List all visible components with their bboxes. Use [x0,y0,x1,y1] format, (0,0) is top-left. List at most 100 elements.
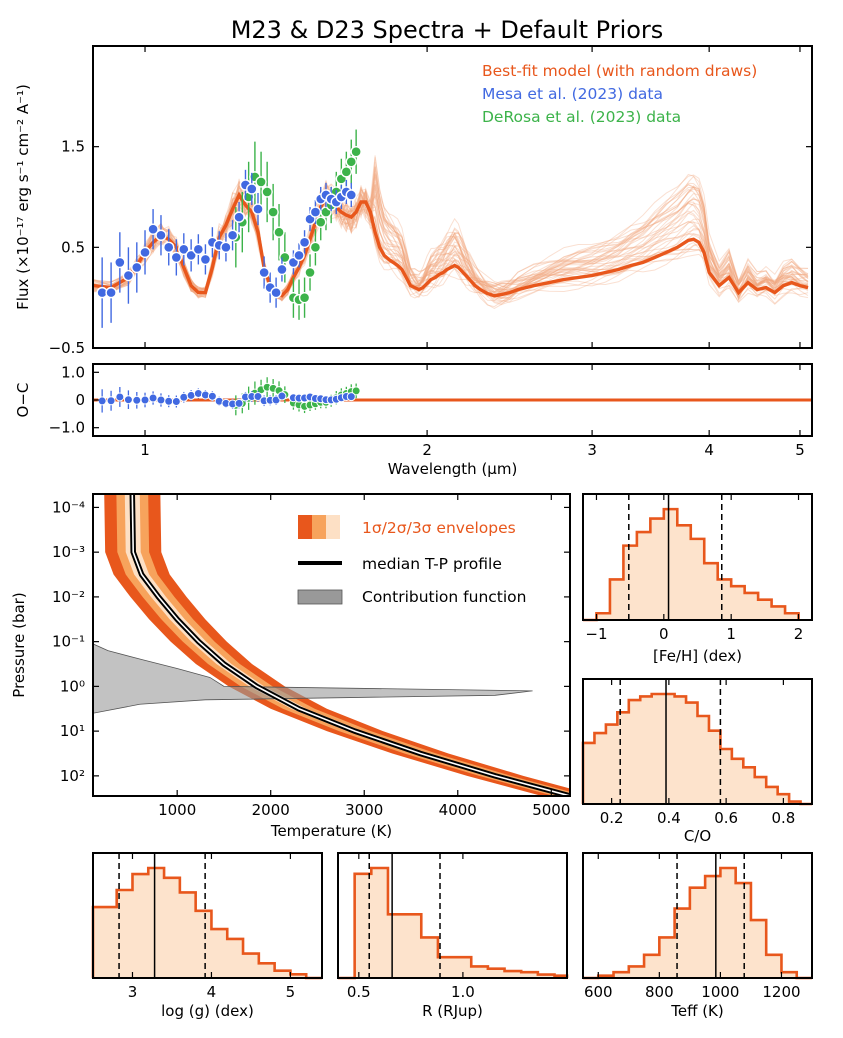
mesa-data-point [131,261,143,274]
legend-entry: Contribution function [362,588,526,606]
x-tick-label: 0.5 [347,983,371,1001]
x-tick-label: 0 [659,625,669,643]
mesa-residual-point [207,391,217,401]
x-tick-label: 0.6 [714,809,738,827]
y-tick-label: 10¹ [60,722,85,740]
x-tick-label: 1 [140,441,150,459]
histogram-outline [581,692,812,806]
legend-entry: Best-fit model (with random draws) [482,62,757,80]
mesa-data-point [258,266,270,279]
hist_logg-axes-frame [92,852,323,979]
y-tick-label: 10⁻³ [52,543,85,561]
residuals-panel: −1.0 0 1.0 1 2 3 4 5 O−C Wavelength (μm) [14,363,813,478]
spectrum-plot-area [93,129,809,328]
mesa-residual-point [123,395,133,405]
y-tick-label: 10⁻¹ [52,633,85,651]
y-tick-label: −0.5 [49,339,85,357]
derosa-data-point [345,156,357,168]
y-tick-label: 10⁻² [52,588,85,606]
mesa-residual-point [140,395,150,405]
derosa-data-point [304,266,316,279]
mesa-data-point [276,263,288,276]
x-axis-label: C/O [684,827,711,845]
x-axis-label: [Fe/H] (dex) [653,647,742,665]
x-tick-label: 2 [422,441,432,459]
legend-entry: 1σ/2σ/3σ envelopes [362,519,516,537]
random-draw-line [93,182,809,298]
derosa-data-point [261,186,273,198]
x-tick-label: 1200 [762,983,800,1001]
mesa-residual-point [164,396,174,406]
mesa-residual-point [179,392,189,402]
mesa-data-point [170,251,183,264]
y-tick-label: 0.5 [61,238,85,256]
histogram-fill [583,868,812,978]
radius-histogram-panel: 0.5 1.0R (RJup) [337,852,569,1020]
random-draw-line [93,189,809,300]
mesa-residual-point [171,397,181,407]
x-tick-label: 800 [645,983,674,1001]
mesa-data-point [192,243,205,256]
mesa-data-point [114,256,126,269]
mesa-residual-point [115,392,125,402]
derosa-data-point [309,241,322,254]
legend-contribution-swatch [297,589,343,605]
random-draw-line [93,178,809,296]
random-draw-line [93,165,809,302]
figure-title: M23 & D23 Spectra + Default Priors [231,16,664,44]
feh-histogram-panel: −1 0 1 2 [Fe/H] (dex) [582,493,813,665]
legend-entry: Mesa et al. (2023) data [482,85,663,103]
derosa-residual-point [351,386,361,396]
logg-histogram-panel: 3 4 5 log (g) (dex) [91,852,323,1020]
y-tick-label: 10⁰ [60,677,85,695]
histogram-outline [583,507,800,622]
x-tick-label: 4000 [439,801,477,819]
y-tick-label: 1.5 [61,138,85,156]
derosa-data-point [298,291,311,304]
x-tick-label: 3000 [345,801,383,819]
legend-entry: DeRosa et al. (2023) data [482,108,681,126]
y-tick-label: −1.0 [49,419,85,437]
derosa-data-point [267,206,279,218]
hist_teff-axes-frame [582,852,813,979]
x-tick-label: 600 [584,983,613,1001]
mesa-data-point [178,243,190,256]
legend-swatch-3sigma [326,515,340,539]
x-axis-label: R (RJup) [422,1002,483,1020]
contribution-function-area [93,643,533,714]
x-tick-label: 5000 [532,801,570,819]
mesa-residual-point [277,391,287,401]
mesa-data-point [226,229,239,241]
mesa-data-point [147,223,159,235]
x-tick-label: 3 [587,441,597,459]
x-tick-label: 1000 [701,983,739,1001]
x-axis-label: Wavelength (μm) [388,460,518,478]
histogram-outline [583,866,812,980]
mesa-data-point [139,246,151,259]
spectrum-axes-frame [92,45,813,349]
y-axis-label: Flux (×10⁻¹⁷ erg s⁻¹ cm⁻² A⁻¹) [14,84,32,310]
random-draw-line [93,192,809,298]
mesa-data-point [270,286,282,299]
envelope-3sigma [104,494,570,796]
histogram-outline [338,866,569,980]
mesa-residual-point [234,398,244,408]
hist_co-axes-frame [582,678,813,805]
x-tick-label: 1.0 [451,983,475,1001]
mesa-data-point [345,189,357,201]
histogram-fill [338,868,567,978]
mesa-data-point [252,203,264,215]
median-profile-line [131,494,570,796]
mesa-residual-point [106,396,116,406]
random-draw-line [93,183,809,301]
random-draw-line [93,180,809,295]
x-tick-label: 1000 [158,801,196,819]
envelope-2sigma [116,494,570,796]
derosa-data-point [315,216,327,228]
histogram-fill [93,868,322,978]
mesa-data-point [199,253,212,266]
x-tick-label: −1 [585,625,607,643]
y-axis-label: O−C [14,383,32,418]
tp-profile-panel: 1000 2000 3000 4000 5000 10⁻⁴ 10⁻³ 10⁻² 10⁻¹ 10⁰ 1… [10,493,571,840]
